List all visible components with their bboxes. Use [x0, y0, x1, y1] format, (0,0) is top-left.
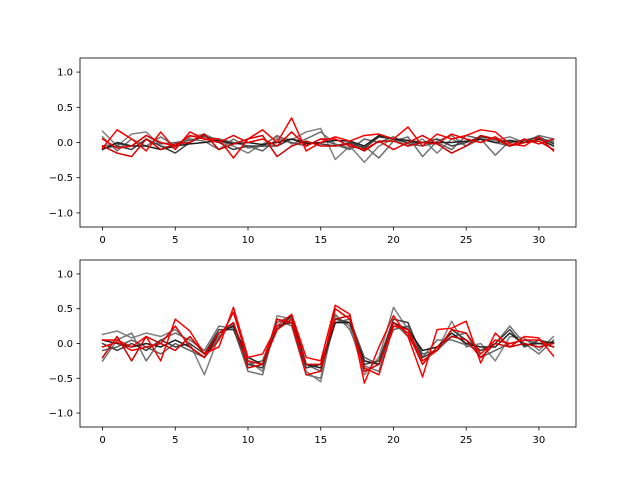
y-tick-label: 0.5 [57, 304, 73, 315]
y-tick-label: 0.0 [57, 138, 73, 149]
x-tick-label: 5 [172, 235, 178, 246]
x-tick-label: 15 [314, 435, 327, 446]
x-tick-label: 0 [99, 435, 105, 446]
series-line-4 [101, 314, 555, 369]
x-tick-label: 30 [533, 235, 546, 246]
y-tick-label: 0.0 [57, 339, 73, 350]
x-tick-label: 30 [533, 435, 546, 446]
x-tick-label: 0 [99, 235, 105, 246]
x-tick-label: 10 [242, 235, 255, 246]
x-tick-label: 5 [172, 435, 178, 446]
y-tick-label: −1.0 [49, 409, 73, 420]
x-tick-label: 20 [387, 235, 400, 246]
y-tick-label: −1.0 [49, 208, 73, 219]
series-group [101, 117, 555, 163]
y-tick-label: −0.5 [49, 374, 73, 385]
x-tick-label: 20 [387, 435, 400, 446]
series-line-7 [101, 133, 555, 158]
x-tick-label: 10 [242, 435, 255, 446]
bottom-axes: 0 5 10 15 20 25 30 1.0 0.5 0.0 −0.5 −1.0 [49, 259, 577, 446]
x-tick-label: 25 [460, 435, 473, 446]
top-axes: 0 5 10 15 20 25 30 1.0 0.5 0.0 −0.5 −1.0 [49, 57, 577, 246]
x-tick-label: 25 [460, 235, 473, 246]
series-line-5 [101, 304, 555, 384]
x-tick-label: 15 [314, 235, 327, 246]
y-tick-label: 1.0 [57, 269, 73, 280]
series-line-7 [101, 314, 555, 373]
y-tick-label: 0.5 [57, 103, 73, 114]
series-group [101, 304, 555, 384]
y-tick-label: −0.5 [49, 173, 73, 184]
y-tick-label: 1.0 [57, 68, 73, 79]
